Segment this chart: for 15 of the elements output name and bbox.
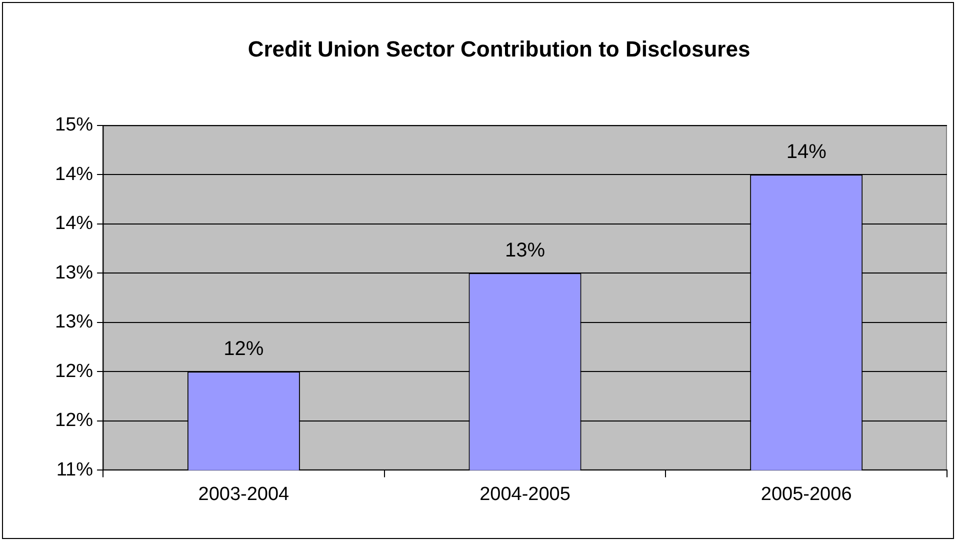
y-tick-label: 11% <box>56 459 94 480</box>
y-tick-label: 13% <box>54 262 94 284</box>
y-tick-label: 13% <box>54 312 94 333</box>
data-label: 13% <box>505 240 546 262</box>
x-tick-label: 2003-2004 <box>198 484 290 505</box>
data-label: 14% <box>786 141 827 164</box>
y-tick-label: 12% <box>54 410 94 432</box>
y-tick-label: 12% <box>54 360 94 382</box>
y-tick-label: 15% <box>54 114 94 136</box>
x-tick-label: 2004-2005 <box>480 484 570 505</box>
chart-title: Credit Union Sector Contribution to Disclosures <box>248 36 750 62</box>
data-label: 12% <box>224 338 264 360</box>
y-tick-label: 14% <box>54 164 94 185</box>
x-tick-label: 2005-2006 <box>760 484 852 505</box>
y-tick-label: 14% <box>54 213 94 234</box>
